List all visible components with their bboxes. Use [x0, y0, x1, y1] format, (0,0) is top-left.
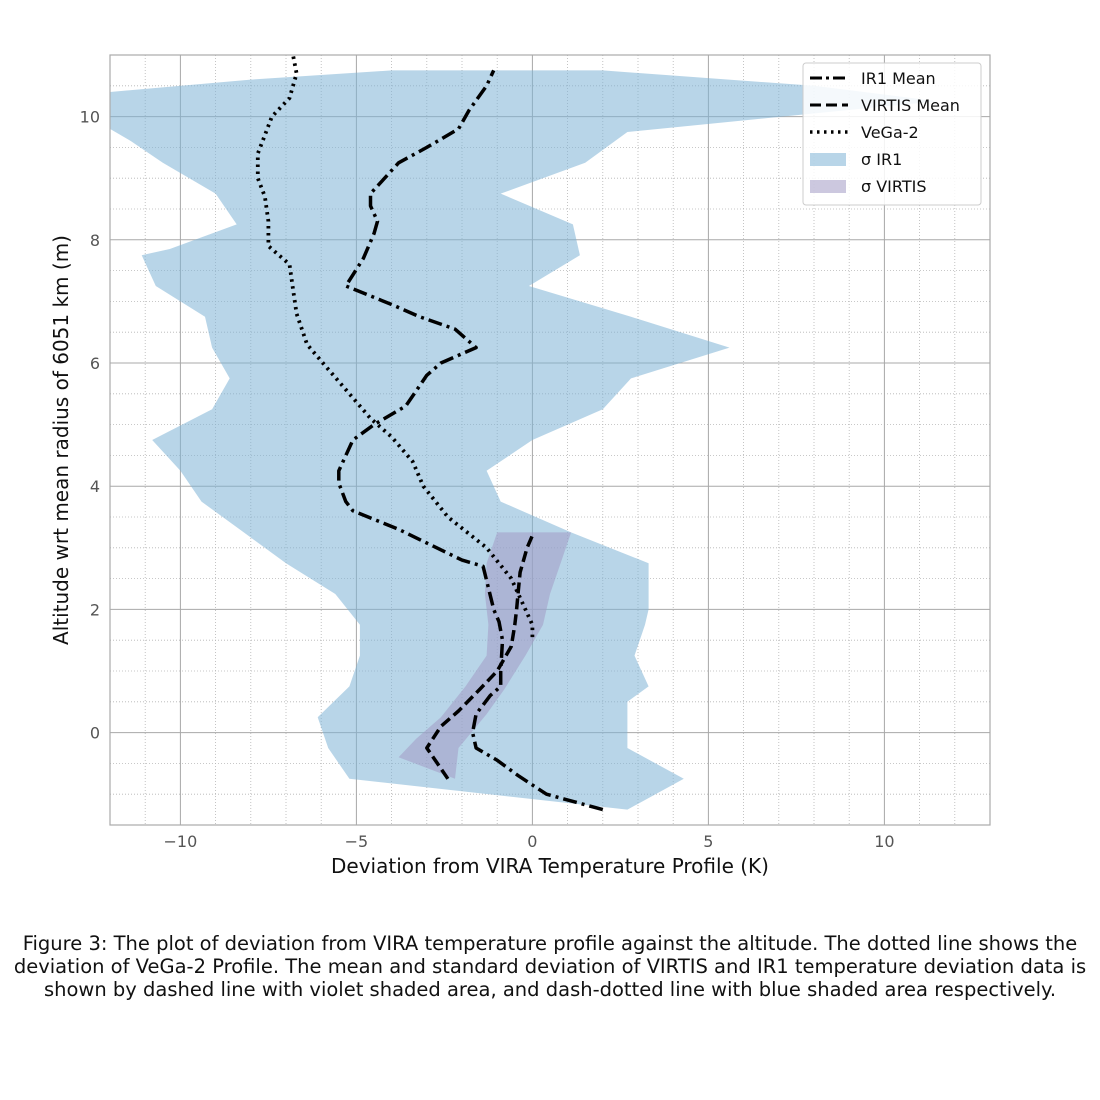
legend-box [802, 62, 982, 206]
legend-label-virtis-mean: VIRTIS Mean [861, 96, 960, 115]
series-lines [255, 55, 604, 812]
legend: IR1 Mean VIRTIS Mean VeGa-2 σ IR1 σ VIRT… [802, 62, 982, 206]
y-tick-label: 6 [90, 354, 100, 373]
y-tick-label: 0 [90, 724, 100, 743]
x-axis-label: Deviation from VIRA Temperature Profile … [331, 854, 769, 878]
y-tick-labels: 0 2 4 6 8 10 [80, 108, 100, 743]
legend-label-ir1-mean: IR1 Mean [861, 69, 936, 88]
chart: −10 −5 0 5 10 0 2 4 6 8 10 Deviation from VIRA Te… [49, 54, 991, 878]
series-ir1-mean [337, 69, 604, 812]
legend-label-sigma-ir1: σ IR1 [861, 150, 902, 169]
x-tick-label: 5 [703, 832, 713, 851]
x-tick-labels: −10 −5 0 5 10 [164, 832, 895, 851]
x-tick-label: −5 [345, 832, 369, 851]
y-tick-label: 2 [90, 600, 100, 619]
legend-swatch-sigma-virtis [810, 180, 846, 193]
band-sigma-virtis [398, 532, 572, 779]
plot-frame [109, 54, 991, 826]
legend-label-vega2: VeGa-2 [861, 123, 919, 142]
band-sigma-ir1 [110, 70, 938, 810]
y-tick-label: 8 [90, 231, 100, 250]
legend-label-sigma-virtis: σ VIRTIS [861, 177, 927, 196]
x-tick-label: 0 [527, 832, 537, 851]
y-tick-label: 10 [80, 108, 100, 127]
y-axis-label: Altitude wrt mean radius of 6051 km (m) [49, 235, 73, 645]
series-virtis-mean [425, 534, 535, 780]
y-tick-label: 4 [90, 477, 100, 496]
x-tick-label: −10 [164, 832, 198, 851]
x-tick-label: 10 [874, 832, 894, 851]
legend-swatch-sigma-ir1 [810, 153, 846, 166]
shaded-bands [110, 70, 938, 810]
figure-caption: Figure 3: The plot of deviation from VIR… [13, 932, 1087, 1001]
series-vega2 [255, 55, 535, 638]
